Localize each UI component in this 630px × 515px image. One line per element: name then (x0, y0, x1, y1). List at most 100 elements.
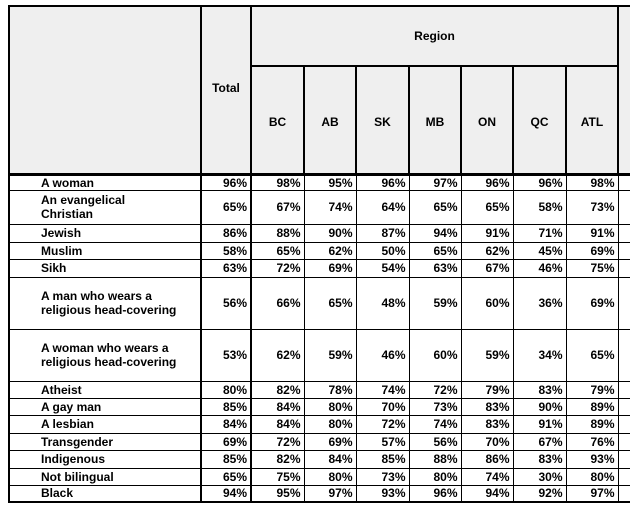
region-cell: 65% (250, 241, 305, 260)
total-cell: 85% (200, 397, 252, 416)
region-cell: 97% (565, 484, 619, 503)
region-cell: 98% (250, 172, 305, 191)
region-cell: 71% (512, 223, 567, 243)
region-cell: 46% (355, 328, 410, 382)
region-cell: 34% (512, 328, 567, 382)
total-cell: 94% (200, 484, 252, 503)
total-cell: 63% (200, 258, 252, 278)
total-cell: 85% (200, 449, 252, 469)
region-cell: 97% (408, 172, 462, 191)
region-cell: 80% (303, 467, 357, 486)
region-cell: 91% (565, 223, 619, 243)
region-cell: 30% (512, 467, 567, 486)
region-cell: 72% (355, 414, 410, 434)
total-cell: 86% (200, 223, 252, 243)
table-row: An evangelical Christian 65% 67% 74% 64% 65% 6… (8, 189, 630, 225)
region-cell: 83% (512, 380, 567, 399)
region-cell: 87% (355, 223, 410, 243)
region-cell: 50% (355, 241, 410, 260)
region-cell: 83% (460, 397, 514, 416)
column-header: BC (250, 65, 305, 175)
total-cell: 69% (200, 432, 252, 451)
row-label: Atheist (8, 380, 202, 399)
table-row: A woman who wears a religious head-cover… (8, 328, 630, 382)
cut-off-cell (617, 449, 630, 469)
region-cell: 88% (408, 449, 462, 469)
region-cell: 70% (355, 397, 410, 416)
total-cell: 84% (200, 414, 252, 434)
region-cell: 86% (460, 449, 514, 469)
region-cell: 93% (355, 484, 410, 503)
region-cell: 36% (512, 276, 567, 330)
region-cell: 67% (460, 258, 514, 278)
total-cell: 58% (200, 241, 252, 260)
row-label: An evangelical Christian (8, 189, 202, 225)
row-label: Black (8, 484, 202, 503)
row-label: A lesbian (8, 414, 202, 434)
total-cell: 53% (200, 328, 252, 382)
corner-cell (8, 5, 202, 175)
region-cell: 65% (408, 189, 462, 225)
cut-off-cell (617, 414, 630, 434)
region-cell: 69% (565, 276, 619, 330)
region-cell: 95% (250, 484, 305, 503)
table-row: Black 94% 95% 97% 93% 96% 94% 92% 97% (8, 484, 630, 503)
region-cell: 60% (460, 276, 514, 330)
cut-off-cell (617, 5, 630, 175)
table-row: A lesbian 84% 84% 80% 72% 74% 83% 91% 89% (8, 414, 630, 434)
region-cell: 73% (565, 189, 619, 225)
region-cell: 74% (303, 189, 357, 225)
total-cell: 80% (200, 380, 252, 399)
region-cell: 65% (408, 241, 462, 260)
column-header: SK (355, 65, 410, 175)
region-cell: 93% (565, 449, 619, 469)
row-label: A woman who wears a religious head-cover… (8, 328, 202, 382)
region-cell: 59% (460, 328, 514, 382)
table: Total Region BC AB SK MB ON QC ATL A woman 96% 9… (8, 5, 630, 503)
region-cell: 46% (512, 258, 567, 278)
row-label: A gay man (8, 397, 202, 416)
region-cell: 73% (408, 397, 462, 416)
region-cell: 62% (460, 241, 514, 260)
cut-off-cell (617, 276, 630, 330)
total-cell: 65% (200, 189, 252, 225)
region-cell: 70% (460, 432, 514, 451)
region-cell: 91% (460, 223, 514, 243)
region-cell: 94% (460, 484, 514, 503)
region-header: Region (249, 5, 620, 67)
region-cell: 72% (250, 432, 305, 451)
row-label: Sikh (8, 258, 202, 278)
table-row: A man who wears a religious head-coverin… (8, 276, 630, 330)
region-cell: 96% (460, 172, 514, 191)
region-cell: 75% (565, 258, 619, 278)
table-row: Sikh 63% 72% 69% 54% 63% 67% 46% 75% (8, 258, 630, 278)
region-cell: 94% (408, 223, 462, 243)
region-cell: 78% (303, 380, 357, 399)
region-cell: 89% (565, 414, 619, 434)
column-header: ATL (564, 65, 620, 175)
table-row: Jewish 86% 88% 90% 87% 94% 91% 71% 91% (8, 223, 630, 243)
region-cell: 80% (408, 467, 462, 486)
table-row: A woman 96% 98% 95% 96% 97% 96% 96% 98% (8, 172, 630, 191)
region-cell: 95% (303, 172, 357, 191)
region-cell: 90% (512, 397, 567, 416)
region-cell: 73% (355, 467, 410, 486)
region-cell: 80% (303, 414, 357, 434)
region-cell: 65% (565, 328, 619, 382)
table-row: Atheist 80% 82% 78% 74% 72% 79% 83% 79% (8, 380, 630, 399)
row-label: Muslim (8, 241, 202, 260)
row-label: A man who wears a religious head-coverin… (8, 276, 202, 330)
region-cell: 69% (565, 241, 619, 260)
region-cell: 88% (250, 223, 305, 243)
table-row: Not bilingual 65% 75% 80% 73% 80% 74% 30% 80% (8, 467, 630, 486)
region-cell: 96% (408, 484, 462, 503)
table-row: Indigenous 85% 82% 84% 85% 88% 86% 83% 93% (8, 449, 630, 469)
region-cell: 72% (250, 258, 305, 278)
region-cell: 58% (512, 189, 567, 225)
region-cell: 82% (250, 449, 305, 469)
region-cell: 75% (250, 467, 305, 486)
region-cell: 82% (250, 380, 305, 399)
region-cell: 74% (460, 467, 514, 486)
region-cell: 98% (565, 172, 619, 191)
table-wrap: Total Region BC AB SK MB ON QC ATL A woman 96% 9… (8, 5, 630, 503)
